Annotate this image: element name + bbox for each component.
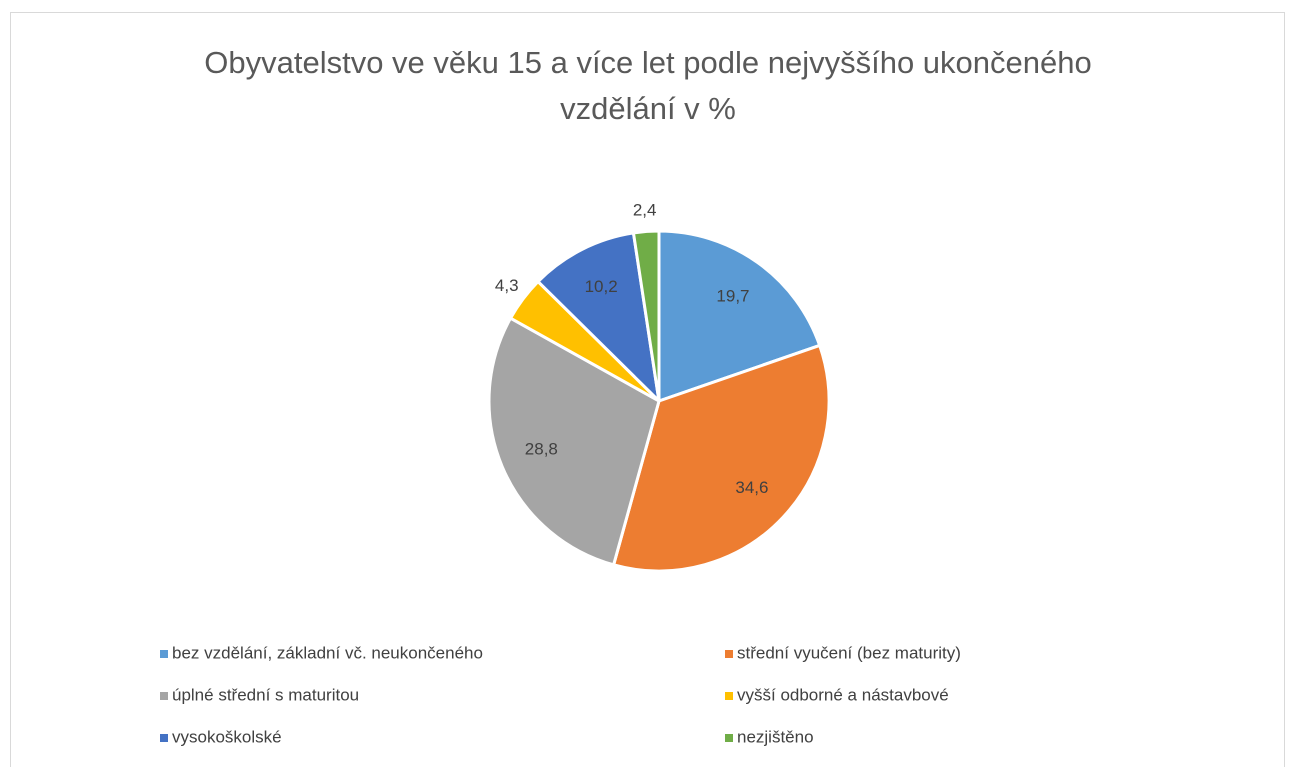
pie-slice <box>487 316 661 567</box>
legend-swatch <box>160 734 168 742</box>
pie-slice <box>536 231 661 403</box>
legend-label: vyšší odborné a nástavbové <box>737 685 949 704</box>
legend-swatch <box>160 650 168 658</box>
data-label: 10,2 <box>585 277 618 296</box>
data-label: 34,6 <box>735 478 768 497</box>
legend-label: střední vyučení (bez maturity) <box>737 643 961 662</box>
chart-border <box>10 12 1285 767</box>
data-label: 4,3 <box>495 276 519 295</box>
chart-title: Obyvatelstvo ve věku 15 a více let podle… <box>204 45 1092 126</box>
data-label: 2,4 <box>633 201 657 220</box>
legend-swatch <box>160 692 168 700</box>
pie-slice <box>631 229 661 403</box>
legend-swatch <box>725 734 733 742</box>
legend-swatch <box>725 650 733 658</box>
legend-label: nezjištěno <box>737 727 814 746</box>
data-label: 19,7 <box>716 287 749 306</box>
legend-label: bez vzdělání, základní vč. neukončeného <box>172 643 483 662</box>
legend-label: úplné střední s maturitou <box>172 685 359 704</box>
data-label: 28,8 <box>525 440 558 459</box>
legend-swatch <box>725 692 733 700</box>
legend-label: vysokoškolské <box>172 727 282 746</box>
pie-slice <box>612 343 831 573</box>
